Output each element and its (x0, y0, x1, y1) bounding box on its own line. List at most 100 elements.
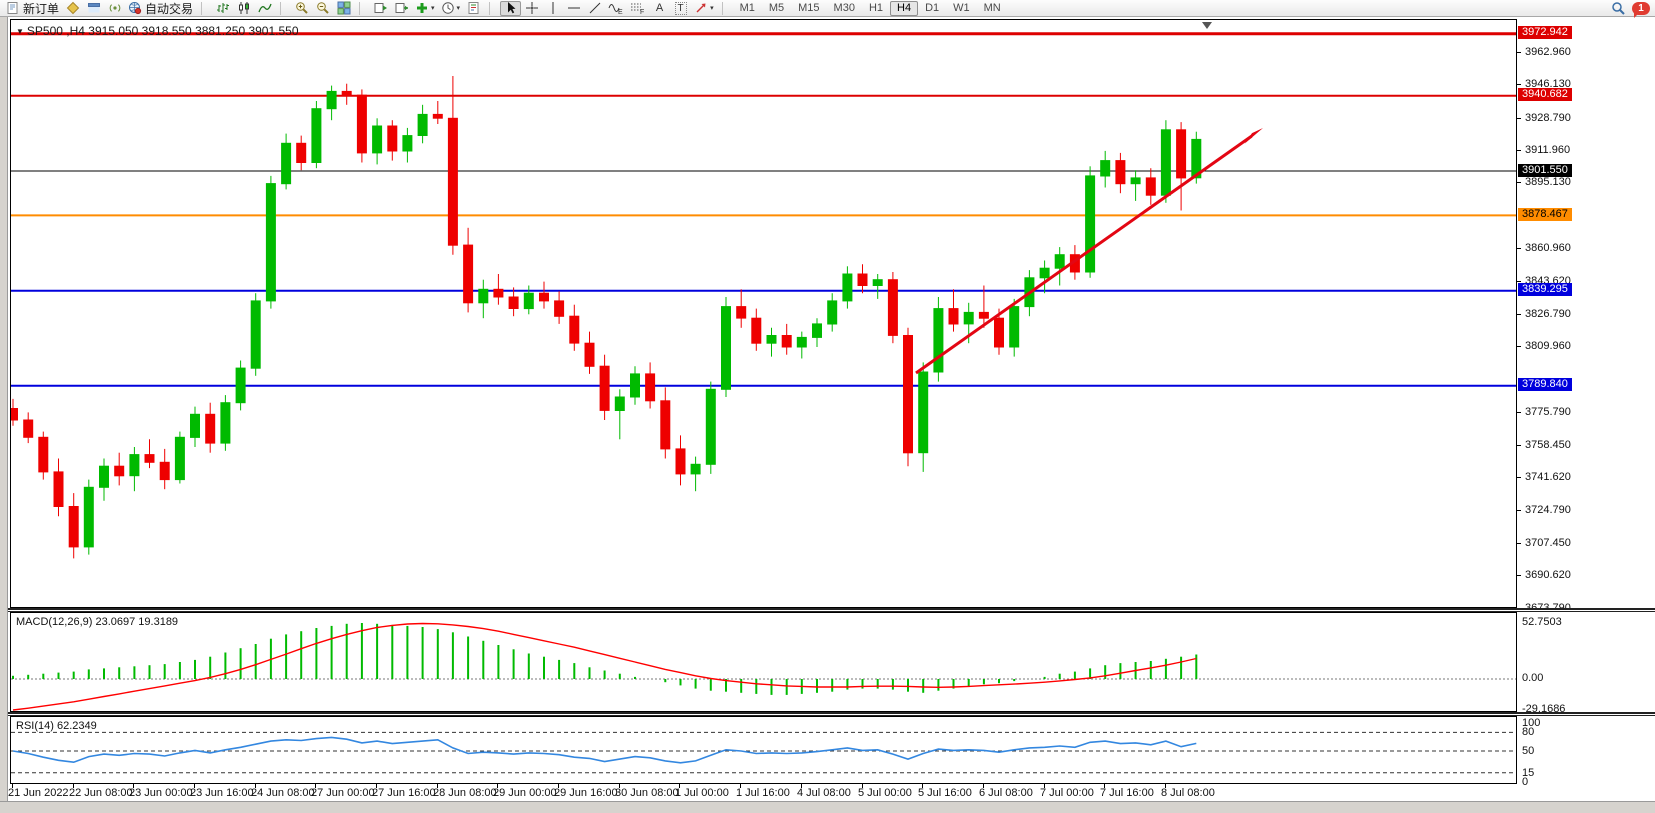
caret-down-icon: ▾ (456, 5, 461, 12)
date-label: 5 Jul 16:00 (918, 787, 972, 799)
trendline-button[interactable] (584, 1, 605, 16)
time-tick-mark (255, 784, 256, 788)
time-tick-mark (740, 784, 741, 788)
time-tick-mark (801, 784, 802, 788)
timeframe-button-M30[interactable]: M30 (827, 1, 862, 16)
price-tick-label: 3775.790 (1525, 406, 1571, 418)
price-tick-mark (1517, 118, 1521, 119)
indicators-button[interactable]: ▾ (412, 1, 438, 16)
trend-arrow-annotation[interactable] (915, 128, 1263, 375)
date-label: 30 Jun 08:00 (615, 787, 679, 799)
chart-shift-button[interactable] (391, 1, 412, 16)
auto-trading-button[interactable]: 自动交易 (125, 1, 196, 16)
crosshair-button[interactable] (521, 1, 542, 16)
timeframe-button-M15[interactable]: M15 (791, 1, 826, 16)
fibonacci-channel-button[interactable]: F (627, 1, 649, 16)
timeframe-button-W1[interactable]: W1 (946, 1, 977, 16)
arrows-button[interactable]: ▾ (691, 1, 717, 16)
cursor-button[interactable] (500, 0, 522, 16)
svg-text:E: E (618, 9, 623, 15)
date-label: 23 Jun 00:00 (129, 787, 193, 799)
panel-splitter-rsi[interactable] (8, 712, 1655, 716)
date-label: 7 Jul 16:00 (1100, 787, 1154, 799)
macd-panel[interactable]: MACD(12,26,9) 23.0697 19.3189 (10, 612, 1517, 712)
horizontal-line-button[interactable] (563, 1, 584, 16)
price-tick-label: 3895.130 (1525, 176, 1571, 188)
time-tick-mark (437, 784, 438, 788)
signals-button[interactable] (104, 1, 125, 16)
fibonacci-button[interactable]: E (605, 1, 627, 16)
time-axis[interactable]: 21 Jun 2022 22 Jun 08:00 23 Jun 00:00 23 Ju… (8, 784, 1517, 801)
rsi-scale-label: 80 (1522, 726, 1535, 738)
templates-icon (468, 2, 479, 14)
clock-icon (441, 2, 454, 14)
price-tick-mark (1517, 314, 1521, 315)
price-level-badge: 3901.550 (1518, 164, 1572, 177)
zoom-in-button[interactable] (291, 1, 312, 16)
date-label: 29 Jun 00:00 (493, 787, 557, 799)
cursor-icon (507, 2, 516, 14)
search-icon[interactable] (1611, 1, 1626, 16)
text-label-icon: T (674, 1, 687, 15)
rsi-panel[interactable]: RSI(14) 62.2349 (10, 716, 1517, 784)
chart-title: SP500 ,H4 3915.050 3918.550 3881.250 390… (26, 24, 299, 38)
time-tick-mark (73, 784, 74, 788)
price-chart-canvas[interactable] (11, 20, 1516, 607)
text-button[interactable]: A (649, 1, 670, 16)
trendline-icon (589, 2, 600, 14)
chart-profiles-button[interactable] (83, 1, 104, 16)
tile-windows-button[interactable] (333, 1, 354, 16)
timeframe-button-M5[interactable]: M5 (762, 1, 791, 16)
zoom-in-icon (295, 2, 308, 14)
price-tick-label: 3809.960 (1525, 340, 1571, 352)
periods-button[interactable]: ▾ (438, 1, 464, 16)
zoom-out-button[interactable] (312, 1, 333, 16)
price-tick-mark (1517, 248, 1521, 249)
chart-profiles-icon (87, 3, 100, 13)
line-chart-button[interactable] (254, 1, 275, 16)
vertical-line-button[interactable] (542, 1, 563, 16)
price-tick-mark (1517, 445, 1521, 446)
new-order-button[interactable]: 新订单 (3, 1, 62, 16)
timeframe-button-M1[interactable]: M1 (733, 1, 762, 16)
rsi-canvas[interactable] (11, 717, 1516, 783)
vertical-line-icon (552, 2, 554, 14)
horizontal-line-icon (567, 7, 580, 9)
price-tick-label: 3962.960 (1525, 46, 1571, 58)
auto-trading-label: 自动交易 (145, 1, 194, 16)
chart-shift-marker-icon[interactable] (1202, 22, 1212, 29)
auto-scroll-button[interactable] (370, 1, 391, 16)
timeframe-button-H4[interactable]: H4 (890, 0, 919, 16)
bar-chart-button[interactable] (212, 1, 233, 16)
macd-canvas[interactable] (11, 613, 1516, 711)
symbol-dropdown-icon[interactable]: ▼ (16, 27, 24, 36)
notification-badge[interactable]: 1 (1632, 1, 1650, 18)
date-label: 27 Jun 00:00 (311, 787, 375, 799)
templates-button[interactable] (463, 1, 484, 16)
candlestick-chart-icon (238, 2, 249, 14)
panel-splitter-macd[interactable] (8, 608, 1655, 612)
macd-scale-label: 0.00 (1522, 672, 1544, 684)
candlestick-chart-button[interactable] (233, 1, 254, 16)
date-label: 1 Jul 00:00 (675, 787, 729, 799)
toolbar-separator (359, 1, 367, 15)
fibonacci-channel-icon: F (631, 3, 644, 15)
date-label: 6 Jul 08:00 (979, 787, 1033, 799)
price-axis[interactable]: 3962.960 3946.130 3928.790 3911.960 3895.130… (1517, 17, 1655, 801)
date-label: 8 Jul 08:00 (1161, 787, 1215, 799)
time-tick-mark (194, 784, 195, 788)
level-lines[interactable] (11, 32, 1516, 387)
timeframe-button-D1[interactable]: D1 (918, 1, 946, 16)
rsi-scale-label: 0 (1522, 776, 1529, 788)
text-label-button[interactable]: T (670, 1, 691, 16)
timeframe-button-MN[interactable]: MN (977, 1, 1008, 16)
price-tick-label: 3724.790 (1525, 504, 1571, 516)
timeframe-button-H1[interactable]: H1 (862, 1, 890, 16)
caret-down-icon: ▾ (710, 5, 714, 12)
crosshair-icon (525, 2, 538, 14)
main-chart-panel[interactable]: ▼ SP500 ,H4 3915.050 3918.550 3881.250 39… (10, 19, 1517, 608)
time-tick-mark (922, 784, 923, 788)
auto-scroll-icon (374, 3, 387, 13)
symbols-button[interactable] (62, 1, 83, 16)
